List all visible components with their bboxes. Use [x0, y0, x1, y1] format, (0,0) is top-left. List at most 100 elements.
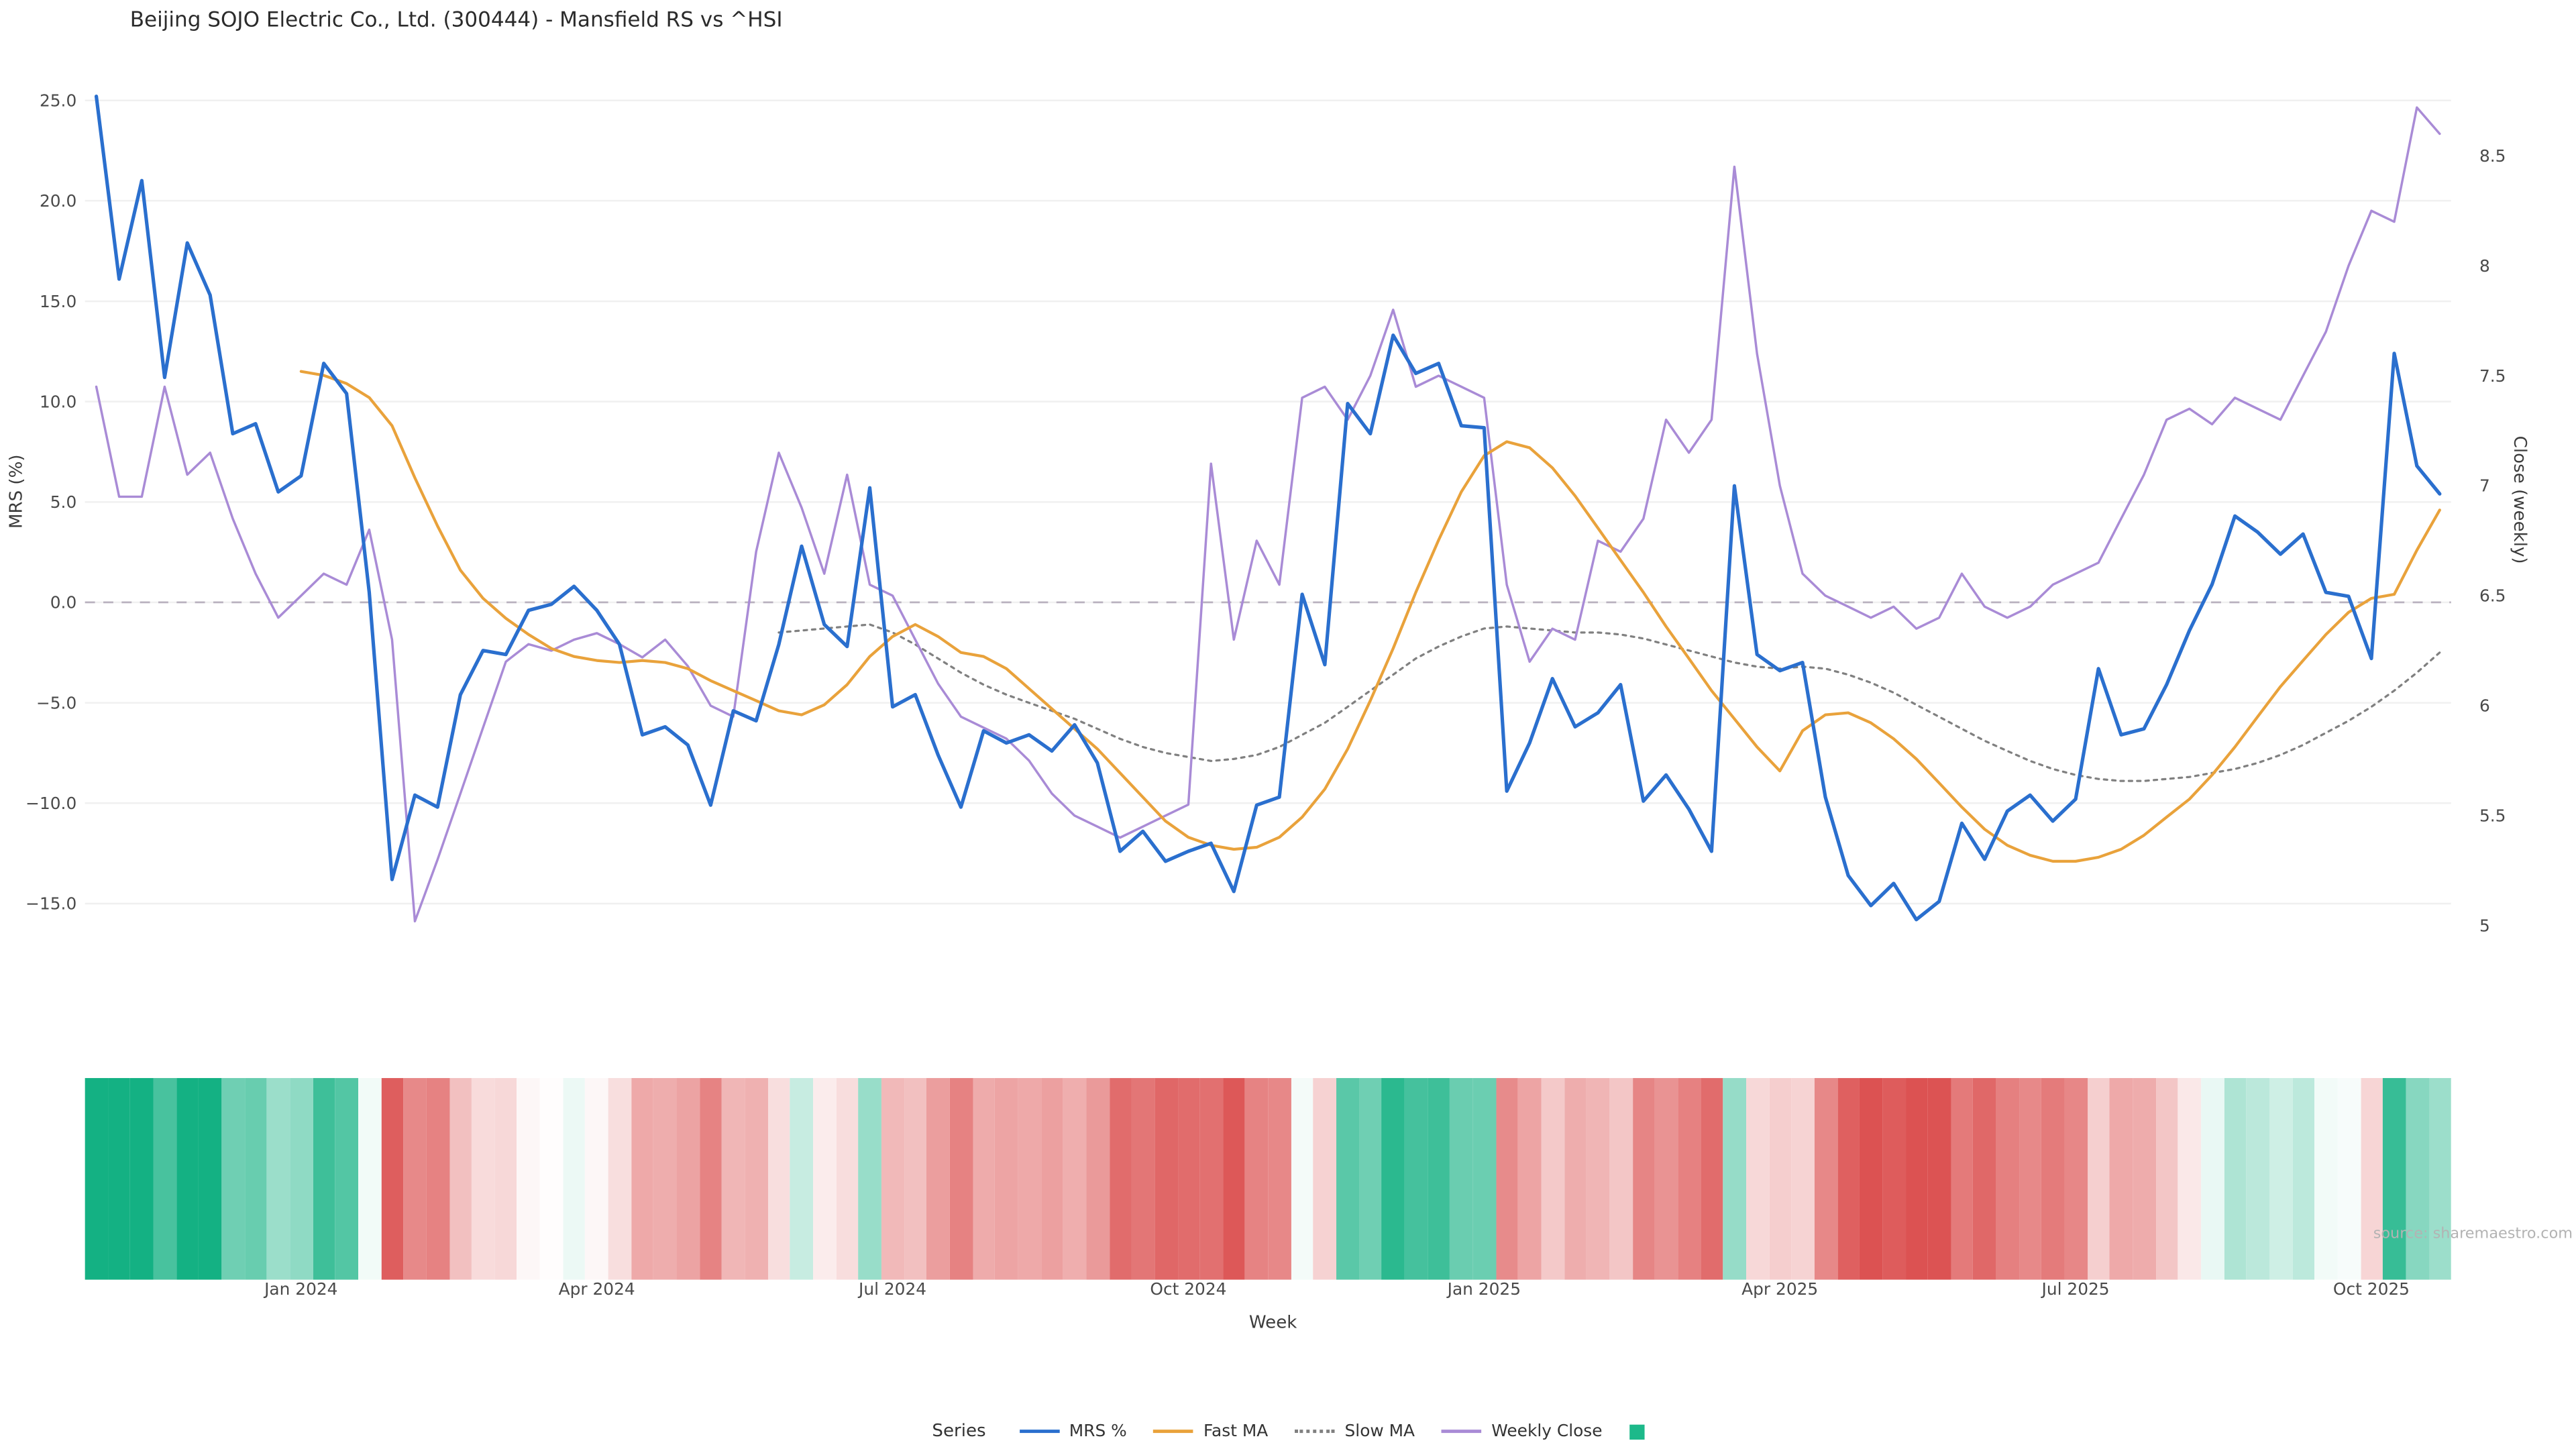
heatmap-cell	[2087, 1078, 2110, 1280]
heatmap-cell	[767, 1078, 791, 1280]
legend-item-slow-ma: Slow MA	[1295, 1422, 1415, 1440]
heatmap-cell	[1678, 1078, 1701, 1280]
y-tick-label-left: 20.0	[40, 191, 76, 211]
y-tick-label-right: 6.5	[2479, 586, 2506, 606]
heatmap-cell	[949, 1078, 973, 1280]
heatmap-cell	[1746, 1078, 1769, 1280]
heatmap-cell	[130, 1078, 154, 1280]
heatmap-cell	[1905, 1078, 1929, 1280]
x-tick-label: Jan 2024	[264, 1281, 338, 1300]
heatmap-cell	[790, 1078, 814, 1280]
legend-swatch-square	[1629, 1424, 1644, 1439]
heatmap-cell	[2133, 1078, 2156, 1280]
heatmap-cell	[449, 1078, 472, 1280]
heatmap-cell	[1177, 1078, 1200, 1280]
heatmap-cell	[1518, 1078, 1542, 1280]
heatmap-cell	[85, 1078, 108, 1280]
heatmap-cell	[2247, 1078, 2269, 1280]
heatmap-cell	[1472, 1078, 1496, 1280]
y-tick-label-right: 6	[2479, 696, 2490, 716]
heatmap-cell	[1860, 1078, 1883, 1280]
heatmap-cell	[1495, 1078, 1519, 1280]
y-tick-label-left: −15.0	[25, 894, 76, 914]
heatmap-cell	[1768, 1078, 1792, 1280]
legend-title: Series	[932, 1421, 986, 1442]
heatmap-cell	[540, 1078, 563, 1280]
y-tick-label-left: 25.0	[40, 91, 76, 110]
heatmap-cell	[1928, 1078, 1951, 1280]
heatmap-cell	[1791, 1078, 1815, 1280]
legend-item-fast-ma: Fast MA	[1153, 1422, 1268, 1440]
legend-item-mrs: MRS %	[1019, 1422, 1127, 1440]
heatmap-cell	[335, 1078, 358, 1280]
heatmap-cell	[1086, 1078, 1110, 1280]
legend-item-label: Weekly Close	[1491, 1421, 1603, 1441]
heatmap-cell	[1609, 1078, 1633, 1280]
heatmap-cell	[1541, 1078, 1564, 1280]
heatmap-cell	[403, 1078, 427, 1280]
heatmap-cell	[836, 1078, 859, 1280]
legend-item-heatmap	[1629, 1424, 1644, 1439]
heatmap-cell	[1587, 1078, 1610, 1280]
heatmap-cell	[1450, 1078, 1473, 1280]
x-tick-label: Apr 2025	[1741, 1281, 1819, 1300]
legend-swatch-line	[1295, 1430, 1335, 1434]
heatmap-cell	[1882, 1078, 1906, 1280]
heatmap-cell	[517, 1078, 541, 1280]
heatmap-cell	[631, 1078, 654, 1280]
y-tick-label-right: 8.5	[2479, 146, 2506, 166]
heatmap-cell	[1359, 1078, 1383, 1280]
heatmap-cell	[1268, 1078, 1291, 1280]
heatmap-cell	[676, 1078, 700, 1280]
heatmap-cell	[1951, 1078, 1974, 1280]
heatmap-cell	[176, 1078, 199, 1280]
heatmap-cell	[2292, 1078, 2315, 1280]
heatmap-cell	[2064, 1078, 2088, 1280]
y-tick-label-left: 5.0	[50, 492, 77, 512]
y-tick-label-left: 15.0	[40, 292, 76, 311]
legend-swatch-line	[1441, 1430, 1482, 1434]
heatmap-cell	[1564, 1078, 1587, 1280]
heatmap-cell	[2110, 1078, 2133, 1280]
y-tick-label-right: 7.5	[2479, 366, 2506, 386]
heatmap-cell	[2224, 1078, 2247, 1280]
heatmap-cell	[995, 1078, 1018, 1280]
y-tick-label-right: 5.5	[2479, 806, 2506, 826]
heatmap-cell	[2360, 1078, 2383, 1280]
heatmap-cell	[1291, 1078, 1314, 1280]
heatmap-cell	[472, 1078, 495, 1280]
heatmap-cell	[608, 1078, 631, 1280]
heatmap-cell	[1723, 1078, 1746, 1280]
heatmap-cell	[1974, 1078, 1996, 1280]
heatmap-cell	[1996, 1078, 2019, 1280]
chart-title: Beijing SOJO Electric Co., Ltd. (300444)…	[129, 6, 783, 32]
heatmap-cell	[1405, 1078, 1428, 1280]
heatmap-cell	[745, 1078, 768, 1280]
heatmap-cell	[1814, 1078, 1837, 1280]
legend-item-label: Slow MA	[1344, 1421, 1415, 1441]
heatmap-cell	[1222, 1078, 1246, 1280]
heatmap-cell	[2383, 1078, 2406, 1280]
heatmap-cell	[1040, 1078, 1064, 1280]
heatmap-cell	[1427, 1078, 1450, 1280]
heatmap-cell	[1154, 1078, 1177, 1280]
y-tick-label-left: 10.0	[40, 392, 76, 411]
heatmap-cell	[813, 1078, 837, 1280]
heatmap-cell	[653, 1078, 677, 1280]
heatmap-cell	[358, 1078, 381, 1280]
heatmap-cell	[1700, 1078, 1723, 1280]
x-tick-label: Oct 2025	[2332, 1281, 2410, 1300]
legend: Series MRS % Fast MA Slow MA Weekly Close	[0, 1421, 2576, 1442]
x-tick-label: Jul 2024	[859, 1281, 927, 1300]
heatmap-cell	[1063, 1078, 1087, 1280]
heatmap-cell	[199, 1078, 222, 1280]
heatmap-cell	[585, 1078, 608, 1280]
y-tick-label-right: 8	[2479, 256, 2490, 276]
x-axis-label: Week	[1248, 1313, 1297, 1334]
series-mrs-line	[94, 94, 2442, 922]
heatmap-cell	[2406, 1078, 2429, 1280]
heatmap-cell	[494, 1078, 518, 1280]
y-axis-label-right: Close (weekly)	[2509, 435, 2530, 564]
heatmap-cell	[2201, 1078, 2224, 1280]
